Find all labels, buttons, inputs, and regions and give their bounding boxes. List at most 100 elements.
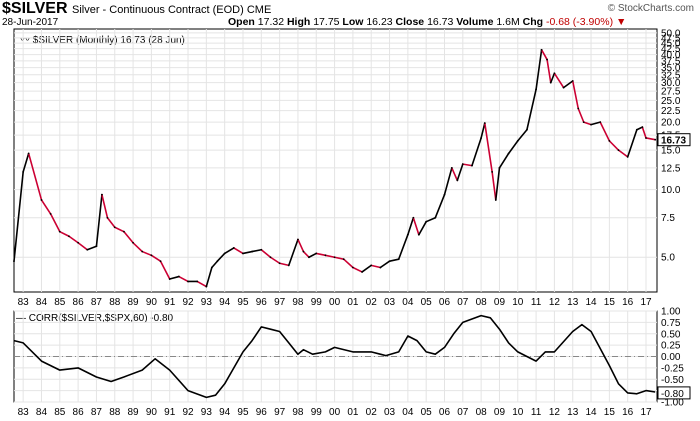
corr-x-tick-label: 83	[18, 407, 30, 418]
brand-label[interactable]: © StockCharts.com	[607, 3, 694, 14]
price-data-point	[507, 152, 510, 155]
price-data-point	[242, 252, 244, 255]
corr-last-value-label: -0.80	[661, 389, 684, 400]
price-x-tick-label: 12	[549, 297, 561, 308]
price-series-segment	[397, 233, 409, 261]
corr-x-tick-label: 89	[128, 407, 140, 418]
price-series-segment	[27, 152, 43, 201]
chg-label: Chg	[522, 16, 544, 28]
volume-value: 1.6M	[496, 16, 520, 28]
price-series-segment	[549, 72, 556, 84]
corr-x-tick-label: 10	[512, 407, 524, 418]
price-y-tick-label: 15.0	[661, 146, 681, 157]
corr-x-tick-label: 06	[439, 407, 451, 418]
price-series-segment	[302, 250, 310, 259]
price-data-point	[361, 271, 363, 273]
price-data-point	[635, 128, 638, 131]
price-data-point	[582, 121, 585, 124]
price-data-point	[106, 216, 109, 219]
corr-y-tick-label: 0.75	[661, 318, 681, 329]
price-x-tick-label: 94	[219, 297, 231, 308]
price-series-segment	[617, 149, 629, 158]
price-data-point	[315, 252, 318, 255]
price-y-tick-label: 10.0	[661, 185, 681, 196]
price-x-tick-label: 07	[457, 297, 469, 308]
price-data-point	[210, 266, 213, 269]
price-series-segment	[159, 260, 171, 280]
low-label: Low	[342, 16, 364, 28]
price-series-segment	[484, 122, 493, 173]
price-series-segment	[507, 140, 519, 155]
price-y-tick-label: 42.5	[661, 44, 681, 55]
price-data-point	[443, 193, 446, 196]
price-data-point	[132, 241, 134, 244]
price-y-tick-label: 25.0	[661, 96, 681, 107]
price-y-tick-label: 40.0	[661, 50, 681, 61]
price-data-point	[205, 285, 208, 288]
line-icon: 〰	[20, 35, 30, 46]
price-last-value-label: 16.73	[661, 136, 686, 147]
price-series-segment	[260, 248, 272, 259]
price-data-point	[95, 245, 98, 248]
price-data-point	[223, 252, 226, 255]
chg-value: -0.68 (-3.90%)	[545, 16, 614, 28]
price-data-point	[599, 121, 602, 124]
corr-x-tick-label: 01	[347, 407, 359, 418]
corr-y-tick-label: -0.25	[661, 363, 684, 374]
price-x-tick-label: 85	[54, 297, 66, 308]
price-x-tick-label: 03	[384, 297, 396, 308]
price-series-segment	[205, 266, 213, 288]
price-series-segment	[287, 238, 299, 267]
price-y-tick-label: 50.0	[661, 28, 681, 39]
dash-icon: —	[16, 313, 26, 324]
corr-x-tick-label: 86	[73, 407, 85, 418]
price-x-tick-label: 00	[329, 297, 341, 308]
price-data-point	[123, 230, 125, 233]
price-series-segment	[443, 167, 453, 196]
price-panel-frame	[13, 28, 658, 293]
price-x-tick-label: 90	[146, 297, 158, 308]
price-data-point	[608, 139, 611, 142]
price-x-tick-label: 92	[182, 297, 194, 308]
price-series-segment	[168, 275, 180, 280]
price-series-segment	[86, 245, 98, 251]
instrument-name: Silver - Continuous Contract (EOD) CME	[72, 4, 271, 16]
price-data-point	[159, 260, 162, 263]
price-data-point	[101, 193, 103, 196]
price-x-tick-label: 10	[512, 297, 524, 308]
price-data-point	[494, 199, 497, 201]
price-x-tick-label: 98	[292, 297, 304, 308]
corr-x-tick-label: 17	[640, 407, 652, 418]
price-y-tick-label: 30.0	[661, 78, 681, 89]
price-data-point	[535, 88, 537, 91]
price-data-point	[58, 230, 61, 233]
corr-y-tick-label: 0.00	[661, 352, 681, 363]
price-series-segment	[150, 254, 162, 263]
price-y-tick-label: 27.5	[661, 87, 681, 98]
price-data-point	[456, 179, 459, 182]
price-data-point	[617, 149, 620, 152]
price-data-point	[287, 264, 290, 267]
price-x-tick-label: 88	[109, 297, 121, 308]
price-series-segment	[22, 152, 30, 173]
price-data-point	[324, 254, 327, 257]
price-series-segment	[101, 193, 109, 219]
high-label: High	[286, 16, 311, 28]
price-data-point	[251, 250, 254, 253]
corr-x-tick-label: 92	[182, 407, 194, 418]
price-series-segment	[577, 107, 585, 123]
price-series-segment	[278, 262, 290, 267]
price-series-segment	[13, 171, 24, 263]
price-data-point	[260, 248, 263, 251]
corr-x-tick-label: 93	[201, 407, 213, 418]
corr-x-tick-label: 85	[54, 407, 66, 418]
price-data-point	[232, 247, 235, 249]
corr-y-tick-label: 0.50	[661, 329, 681, 340]
price-series-segment	[526, 88, 537, 131]
low-value: 16.23	[366, 16, 393, 28]
price-series-segment	[223, 247, 235, 255]
price-data-point	[370, 264, 373, 267]
corr-x-tick-label: 97	[274, 407, 286, 418]
price-series-segment	[388, 258, 400, 263]
price-x-tick-label: 86	[73, 297, 85, 308]
